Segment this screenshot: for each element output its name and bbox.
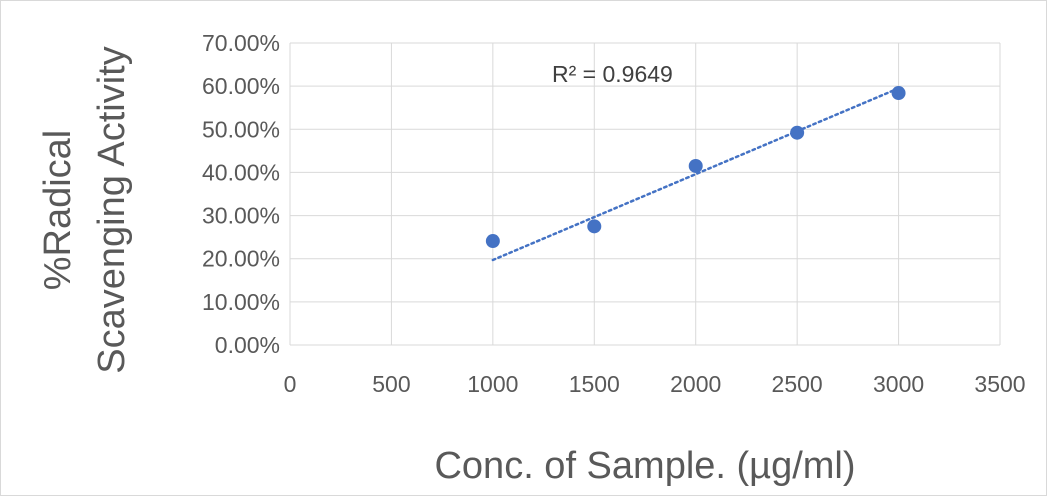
trendline-group <box>491 87 900 262</box>
x-tick-label: 0 <box>284 371 297 397</box>
y-axis-title-line-1: %Radical <box>37 130 79 291</box>
y-tick-label: 20.00% <box>202 246 280 272</box>
data-point <box>688 158 703 173</box>
data-point <box>587 219 602 234</box>
x-tick-label: 3500 <box>974 371 1025 397</box>
y-tick-label: 40.00% <box>202 159 280 185</box>
x-tick-labels: 0 500 1000 1500 2000 2500 3000 3500 <box>284 371 1026 397</box>
y-tick-label: 30.00% <box>202 203 280 229</box>
y-tick-labels: 0.00% 10.00% 20.00% 30.00% 40.00% 50.00% 60.00… <box>202 30 280 358</box>
data-point <box>485 234 500 249</box>
y-tick-label: 10.00% <box>202 289 280 315</box>
data-point <box>891 86 906 101</box>
data-points <box>485 86 906 249</box>
x-tick-label: 2000 <box>670 371 721 397</box>
y-tick-label: 70.00% <box>202 30 280 56</box>
x-tick-label: 1500 <box>569 371 620 397</box>
gridlines <box>289 42 1001 346</box>
x-axis-title: Conc. of Sample. (µg/ml) <box>434 445 855 487</box>
y-axis-title-line-2: Scavenging Activity <box>91 46 133 373</box>
data-point <box>790 125 805 140</box>
r-squared-label: R² = 0.9649 <box>552 61 673 87</box>
x-tick-label: 500 <box>372 371 410 397</box>
y-tick-label: 0.00% <box>215 332 280 358</box>
x-tick-label: 3000 <box>873 371 924 397</box>
trendline <box>491 87 900 262</box>
x-tick-label: 2500 <box>772 371 823 397</box>
y-tick-label: 50.00% <box>202 116 280 142</box>
y-tick-label: 60.00% <box>202 73 280 99</box>
x-tick-label: 1000 <box>467 371 518 397</box>
